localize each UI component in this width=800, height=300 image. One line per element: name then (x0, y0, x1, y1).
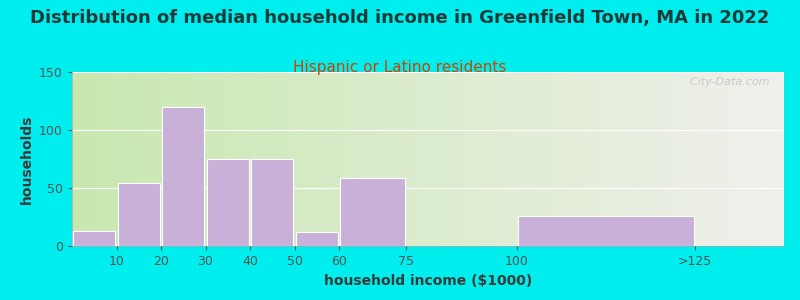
X-axis label: household income ($1000): household income ($1000) (324, 274, 532, 288)
Text: Distribution of median household income in Greenfield Town, MA in 2022: Distribution of median household income … (30, 9, 770, 27)
Bar (518, 216, 694, 246)
Text: Hispanic or Latino residents: Hispanic or Latino residents (294, 60, 506, 75)
Bar (73, 231, 115, 246)
Text: City-Data.com: City-Data.com (683, 77, 770, 87)
Bar (162, 107, 204, 246)
Bar (206, 159, 249, 246)
Bar (251, 159, 294, 246)
Bar (340, 178, 405, 246)
Bar (296, 232, 338, 246)
Bar (118, 183, 160, 246)
Y-axis label: households: households (19, 114, 34, 204)
